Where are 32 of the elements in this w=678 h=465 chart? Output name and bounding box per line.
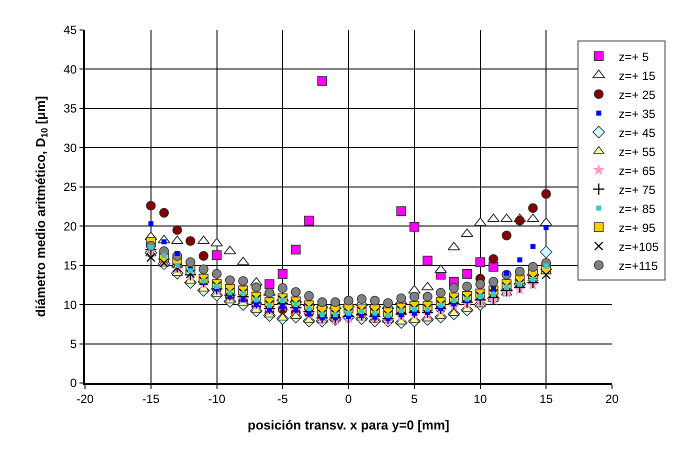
legend-label: z=+ 35 bbox=[618, 106, 656, 121]
y-tick-label: 10 bbox=[63, 298, 78, 312]
legend-label: z=+ 75 bbox=[618, 182, 656, 197]
legend-label: z=+ 85 bbox=[618, 202, 656, 216]
y-tick-label: 20 bbox=[63, 219, 78, 234]
x-tick-label: 0 bbox=[345, 392, 352, 406]
y-tick-label: 25 bbox=[63, 180, 78, 194]
y-tick-label: 30 bbox=[63, 140, 78, 155]
x-tick-label: 20 bbox=[605, 392, 619, 406]
y-tick-label: 35 bbox=[63, 102, 78, 116]
legend-label: z=+115 bbox=[618, 258, 658, 273]
legend-label: z=+ 15 bbox=[618, 68, 656, 83]
x-tick-label: 5 bbox=[411, 392, 418, 406]
legend-label: z=+105 bbox=[618, 240, 660, 254]
y-tick-label: 0 bbox=[70, 376, 78, 390]
x-tick-label: -5 bbox=[277, 392, 288, 406]
legend-label: z=+ 65 bbox=[618, 164, 656, 178]
x-axis-title: posición transv. x para y=0 [mm] bbox=[248, 417, 450, 432]
x-tick-label: 15 bbox=[539, 392, 554, 406]
y-tick-label: 40 bbox=[63, 62, 78, 76]
legend-label: z=+ 45 bbox=[618, 126, 656, 140]
x-tick-label: 10 bbox=[474, 392, 488, 406]
y-tick-label: 5 bbox=[70, 336, 78, 351]
x-tick-label: -20 bbox=[76, 392, 94, 406]
legend-label: z=+ 25 bbox=[618, 88, 656, 102]
legend-label: z=+ 95 bbox=[618, 220, 656, 235]
legend-label: z=+ 5 bbox=[618, 50, 650, 64]
y-tick-label: 15 bbox=[63, 258, 78, 273]
x-tick-label: -15 bbox=[142, 392, 160, 406]
x-tick-label: -10 bbox=[208, 392, 226, 406]
legend-label: z=+ 55 bbox=[618, 144, 656, 159]
y-tick-label: 45 bbox=[63, 23, 78, 38]
